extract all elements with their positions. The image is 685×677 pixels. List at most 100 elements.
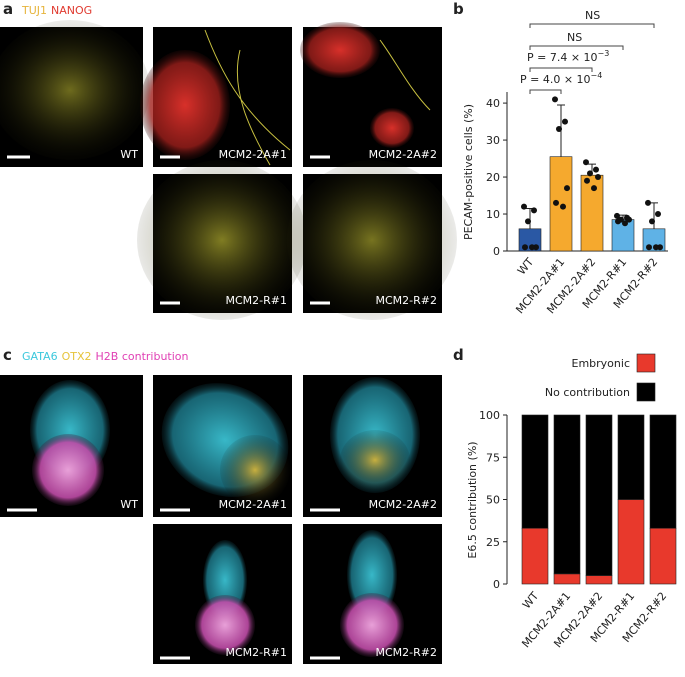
y-tick-label: 30 <box>486 134 500 147</box>
embryo <box>220 435 290 505</box>
x-tick-label: WT <box>520 589 541 611</box>
data-point <box>646 244 652 251</box>
data-point <box>522 244 528 251</box>
data-point <box>649 218 655 225</box>
data-point <box>583 159 589 166</box>
image-label: WT <box>120 498 138 511</box>
data-point <box>564 185 570 192</box>
y-tick-label: 40 <box>486 97 500 110</box>
bar-segment <box>521 527 549 585</box>
embryo <box>340 593 404 657</box>
panel-letter: c <box>3 346 12 364</box>
panel-letter: b <box>453 0 464 18</box>
x-tick-label: WT <box>515 255 536 277</box>
image-label: MCM2-2A#1 <box>219 148 287 161</box>
bar-segment <box>617 414 645 500</box>
bar-segment <box>521 414 549 529</box>
y-tick-label: 10 <box>486 208 500 221</box>
y-axis-label: E6.5 contribution (%) <box>466 441 479 558</box>
nanog-colony <box>370 108 414 148</box>
y-tick-label: 75 <box>486 451 500 464</box>
scale-bars <box>7 508 340 660</box>
legend-swatch <box>636 382 656 402</box>
bar-segment <box>649 414 677 529</box>
annotation-exponent: −3 <box>598 49 610 58</box>
data-point <box>645 199 651 206</box>
data-point <box>525 218 531 225</box>
data-point <box>593 166 599 173</box>
error-bar <box>650 202 658 229</box>
data-point <box>529 244 535 251</box>
neurons <box>137 160 307 320</box>
embryo <box>195 595 255 655</box>
y-tick-label: 20 <box>486 171 500 184</box>
legend-label: No contribution <box>545 386 630 399</box>
y-axis-label: PECAM-positive cells (%) <box>462 104 475 240</box>
bar-segment <box>649 527 677 585</box>
annotation-exponent: −4 <box>591 71 603 80</box>
scale-bars <box>7 155 330 305</box>
data-point <box>552 96 558 103</box>
data-point <box>622 220 628 227</box>
data-point <box>562 118 568 125</box>
data-point <box>626 216 632 223</box>
annotation-text: NS <box>585 9 600 22</box>
image-label: MCM2-R#2 <box>376 294 438 307</box>
bar-segment <box>553 573 581 585</box>
data-point <box>615 218 621 225</box>
annotation-text: NS <box>567 31 582 44</box>
y-tick-label: 25 <box>486 536 500 549</box>
significance-bracket <box>529 89 562 94</box>
image-label: MCM2-R#1 <box>226 294 288 307</box>
bar-segment <box>585 414 613 576</box>
data-point <box>614 212 620 219</box>
bar-segment <box>617 499 645 585</box>
panel-c-images <box>0 375 442 664</box>
data-point <box>591 185 597 192</box>
stain-label: OTX2 <box>62 350 92 363</box>
data-point <box>531 207 537 214</box>
image-label: MCM2-R#1 <box>226 646 288 659</box>
annotation-text: P = 4.0 × 10 <box>520 73 591 86</box>
annotation: P = 7.4 × 10−3 <box>527 49 609 64</box>
annotation: NS <box>585 9 600 22</box>
embryo <box>340 430 410 490</box>
stain-label: H2B contribution <box>96 350 189 363</box>
annotation: NS <box>567 31 582 44</box>
image-label: MCM2-2A#1 <box>219 498 287 511</box>
neurons <box>0 20 150 160</box>
significance-bracket <box>529 67 593 72</box>
significance-bracket <box>529 45 624 50</box>
data-point <box>595 174 601 181</box>
bar-segment <box>585 575 613 585</box>
y-tick-label: 100 <box>479 409 500 422</box>
annotation-text: P = 7.4 × 10 <box>527 51 598 64</box>
neurons <box>287 160 457 320</box>
significance-bracket <box>529 23 655 28</box>
data-point <box>556 125 562 132</box>
panel-letter: a <box>3 0 13 18</box>
image-label: MCM2-R#2 <box>376 646 438 659</box>
stain-label: NANOG <box>51 4 92 17</box>
y-tick-label: 50 <box>486 494 500 507</box>
image-label: MCM2-2A#2 <box>369 498 437 511</box>
neurite <box>204 29 291 166</box>
y-tick-label: 0 <box>493 245 500 258</box>
data-point <box>653 244 659 251</box>
panel-letter: d <box>453 346 464 364</box>
data-point <box>655 211 661 218</box>
stain-legend: TUJ1 NANOG <box>21 4 92 17</box>
bar-segment <box>553 414 581 575</box>
data-point <box>553 199 559 206</box>
data-point <box>587 170 593 177</box>
legend-swatch <box>636 353 656 373</box>
embryo <box>32 434 104 506</box>
legend-label: Embryonic <box>572 357 631 370</box>
image-label: MCM2-2A#2 <box>369 148 437 161</box>
data-point <box>521 203 527 210</box>
stain-legend: GATA6 OTX2 H2B contribution <box>22 350 189 363</box>
stain-label: TUJ1 <box>21 4 47 17</box>
nanog-colony <box>300 22 380 78</box>
y-tick-label: 0 <box>493 578 500 591</box>
